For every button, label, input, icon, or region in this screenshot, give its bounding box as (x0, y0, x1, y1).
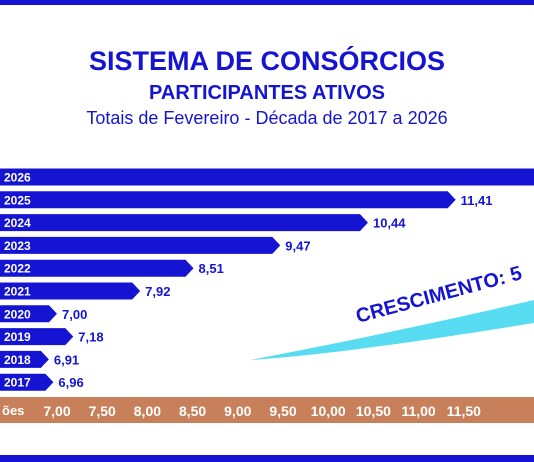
bar-category-label: 2018 (4, 353, 31, 367)
bar-2025 (0, 191, 456, 209)
bar-category-label: 2017 (4, 376, 31, 390)
x-tick-label: 9,00 (224, 403, 251, 419)
bar-value-label: 6,91 (54, 352, 79, 367)
bar-category-label: 2021 (4, 285, 31, 299)
bar-category-label: 2023 (4, 239, 31, 253)
bar-2022 (0, 259, 194, 277)
x-axis-title: ões (2, 403, 24, 418)
x-tick-label: 8,00 (134, 403, 161, 419)
page-caption: Totais de Fevereiro - Década de 2017 a 2… (86, 108, 448, 128)
bar-2020 (0, 305, 57, 323)
bar-value-label: 7,00 (62, 307, 87, 322)
bar-value-label: 10,44 (373, 216, 406, 231)
bar-2026 (0, 168, 534, 186)
bar-2024 (0, 214, 368, 232)
bar-value-label: 11,41 (461, 193, 493, 208)
bar-2018 (0, 350, 49, 368)
bar-value-label: 7,92 (145, 284, 170, 299)
x-axis-band (0, 397, 534, 423)
bar-2021 (0, 282, 141, 300)
bar-value-label: 6,96 (58, 375, 83, 390)
bar-2017 (0, 373, 54, 391)
x-tick-label: 7,00 (43, 403, 70, 419)
bar-category-label: 2022 (4, 262, 31, 276)
x-tick-label: 11,00 (401, 403, 435, 419)
bar-category-label: 2019 (4, 330, 31, 344)
bar-2019 (0, 328, 74, 346)
page-subtitle: PARTICIPANTES ATIVOS (149, 82, 385, 104)
bar-category-label: 2026 (4, 171, 31, 185)
bar-value-label: 8,51 (199, 261, 224, 276)
bar-value-label: 9,47 (285, 238, 310, 253)
x-tick-label: 10,50 (356, 403, 391, 419)
bar-value-label: 7,18 (78, 330, 103, 345)
x-tick-label: 7,50 (89, 403, 116, 419)
x-tick-label: 9,50 (269, 403, 296, 419)
bar-category-label: 2024 (4, 216, 31, 230)
x-tick-label: 11,50 (447, 403, 481, 419)
growth-ribbon (250, 300, 534, 360)
bar-category-label: 2025 (4, 193, 31, 207)
bar-category-label: 2020 (4, 307, 31, 321)
top-border (0, 0, 534, 5)
bottom-border (0, 455, 534, 462)
x-tick-label: 8,50 (179, 403, 206, 419)
x-tick-label: 10,00 (311, 403, 346, 419)
bar-2023 (0, 236, 281, 254)
page-title: SISTEMA DE CONSÓRCIOS (88, 46, 446, 76)
